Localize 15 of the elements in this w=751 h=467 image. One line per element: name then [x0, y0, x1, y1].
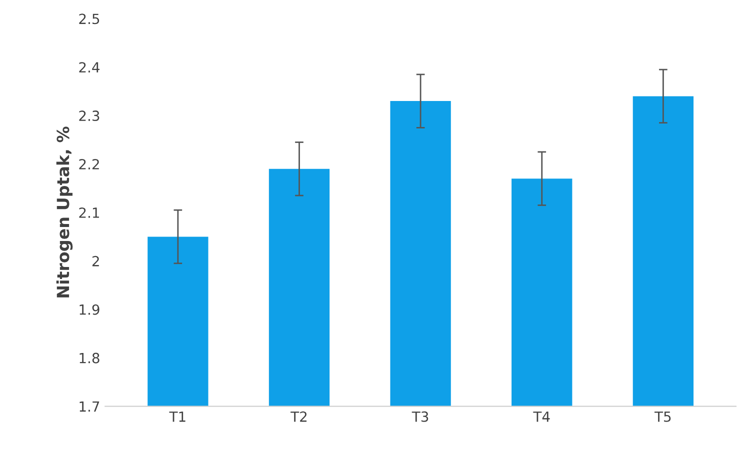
x-tick-label: T2	[290, 411, 307, 422]
y-tick-label: 1.9	[80, 304, 100, 315]
y-axis-title: Nitrogen Uptak, %	[56, 126, 73, 298]
y-tick-label: 1.7	[80, 401, 100, 412]
y-tick-label: 2.1	[79, 207, 99, 218]
y-tick-label: 2	[92, 256, 99, 266]
y-tick-label: 2.2	[79, 159, 99, 170]
x-tick-label: T1	[169, 412, 186, 422]
y-tick-label: 2.5	[79, 14, 100, 24]
y-tick-label: 2.4	[79, 62, 100, 72]
y-tick-label: 1.8	[80, 352, 100, 364]
x-tick-label: T4	[533, 412, 550, 422]
y-tick-label: 2.3	[79, 110, 100, 122]
x-tick-label: T3	[412, 411, 428, 422]
x-tick-label: T5	[654, 412, 671, 422]
